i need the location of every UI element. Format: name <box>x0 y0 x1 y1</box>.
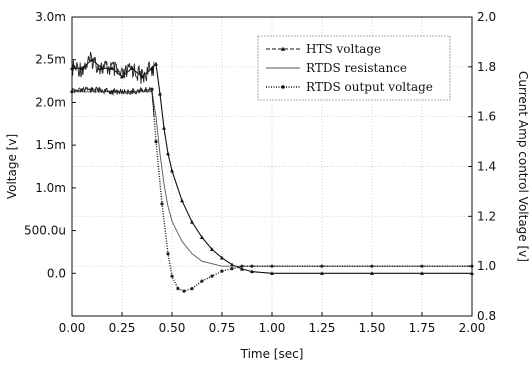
legend-label-1: RTDS resistance <box>306 61 407 75</box>
series-point-2 <box>370 264 374 268</box>
x-tick-label: 1.75 <box>409 321 436 335</box>
series-point-0 <box>220 255 224 260</box>
series-point-0 <box>120 74 124 79</box>
y-right-axis-title: Current Amp control Voltage [v] <box>516 71 530 262</box>
series-point-2 <box>160 202 164 206</box>
series-point-2 <box>166 252 170 256</box>
series-point-2 <box>150 87 154 91</box>
series-point-2 <box>220 269 224 273</box>
series-point-0 <box>170 168 174 173</box>
series-point-2 <box>420 264 424 268</box>
series-point-0 <box>230 262 234 267</box>
series-point-0 <box>270 271 274 275</box>
legend-marker-2 <box>281 85 285 89</box>
series-point-2 <box>182 289 186 293</box>
y-left-tick-label: 3.0m <box>35 10 66 24</box>
series-point-2 <box>190 286 194 291</box>
series-point-0 <box>166 151 170 156</box>
series-point-2 <box>240 264 244 268</box>
y-left-tick-labels: 3.0m 2.5m 2.0m 1.5m 1.0m 500.0u 0.0 <box>24 10 76 280</box>
x-tick-labels: 0.00 0.25 0.50 0.75 1.00 1.25 1.50 1.75 2.00 <box>59 312 486 335</box>
y-left-tick-label: 0.0 <box>47 266 66 280</box>
series-point-0 <box>150 66 154 70</box>
y-left-tick-label: 1.0m <box>35 181 66 195</box>
series-point-2 <box>320 264 324 268</box>
series-point-0 <box>158 91 162 96</box>
series-group <box>70 51 474 293</box>
series-point-2 <box>90 87 94 91</box>
series-point-0 <box>190 219 194 224</box>
x-tick-label: 1.50 <box>359 321 386 335</box>
series-noise-0 <box>71 51 155 84</box>
y-right-tick-label: 1.0 <box>477 259 496 273</box>
series-point-0 <box>420 271 424 275</box>
y-right-tick-label: 1.8 <box>477 60 496 74</box>
y-right-tick-label: 1.6 <box>477 110 496 124</box>
y-left-tick-label: 1.5m <box>35 138 66 152</box>
series-point-0 <box>200 235 204 240</box>
series-point-0 <box>180 198 184 203</box>
y-right-tick-label: 1.4 <box>477 160 496 174</box>
x-tick-label: 2.00 <box>459 321 486 335</box>
x-tick-label: 0.00 <box>59 321 86 335</box>
series-point-2 <box>176 286 180 291</box>
legend-marker-0 <box>280 46 286 51</box>
series-noise-2 <box>71 86 155 117</box>
series-point-0 <box>110 66 114 70</box>
y-right-tick-label: 1.2 <box>477 209 496 223</box>
series-point-0 <box>240 266 244 271</box>
series-point-2 <box>270 264 274 268</box>
legend-label-0: HTS voltage <box>306 42 381 56</box>
x-tick-label: 1.25 <box>309 321 336 335</box>
series-point-2 <box>170 274 174 278</box>
series-point-2 <box>154 139 158 144</box>
legend-label-2: RTDS output voltage <box>306 80 433 94</box>
legend: HTS voltage RTDS resistance RTDS output vo… <box>257 35 451 101</box>
series-point-0 <box>162 125 166 130</box>
series-point-2 <box>230 267 234 271</box>
series-point-0 <box>370 271 374 275</box>
series-point-0 <box>130 66 134 70</box>
y-right-tick-labels: 2.0 1.8 1.6 1.4 1.2 1.0 0.8 <box>468 10 496 323</box>
series-point-0 <box>90 57 94 62</box>
series-point-0 <box>210 247 214 251</box>
x-axis-title: Time [sec] <box>240 347 304 361</box>
x-tick-label: 0.25 <box>109 321 136 335</box>
y-left-tick-label: 500.0u <box>24 224 66 238</box>
series-point-0 <box>154 61 158 66</box>
series-point-0 <box>140 74 144 79</box>
series-point-0 <box>100 66 104 70</box>
series-point-2 <box>200 279 204 283</box>
series-point-2 <box>210 274 214 278</box>
series-point-0 <box>320 271 324 275</box>
y-right-tick-label: 2.0 <box>477 10 496 24</box>
x-tick-label: 0.50 <box>159 321 186 335</box>
series-point-2 <box>130 90 134 94</box>
series-point-2 <box>250 264 254 268</box>
x-tick-label: 1.00 <box>259 321 286 335</box>
y-right-tick-label: 0.8 <box>477 309 496 323</box>
y-left-tick-label: 2.0m <box>35 95 66 109</box>
series-point-0 <box>80 66 84 70</box>
x-tick-label: 0.75 <box>209 321 236 335</box>
series-point-0 <box>250 269 254 274</box>
series-point-2 <box>110 90 114 94</box>
y-left-axis-title: Voltage [v] <box>5 134 19 199</box>
y-left-tick-label: 2.5m <box>35 53 66 67</box>
